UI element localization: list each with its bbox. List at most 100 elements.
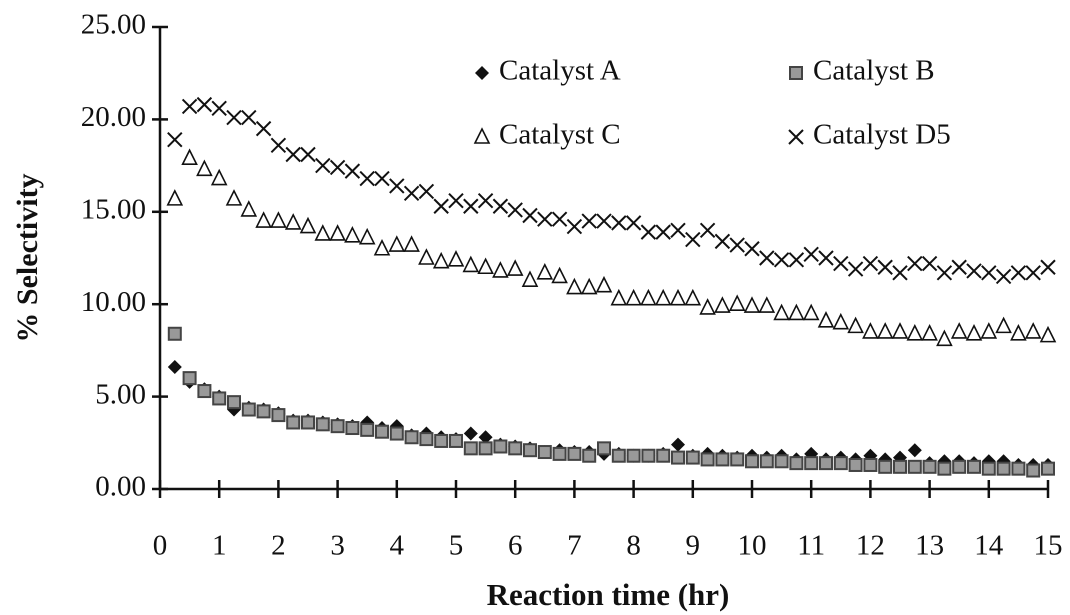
point	[240, 200, 258, 217]
legend-label: Catalyst C	[499, 119, 621, 151]
point	[196, 96, 213, 113]
x-tick-label: 12	[856, 530, 885, 562]
point	[1010, 323, 1027, 341]
point	[906, 323, 924, 341]
x-tick-label: 5	[449, 530, 464, 562]
point	[907, 459, 922, 474]
point	[360, 422, 375, 437]
x-tick-label: 15	[1034, 530, 1063, 562]
point	[921, 323, 938, 341]
legend-marker	[475, 66, 489, 80]
point	[863, 457, 878, 472]
point	[907, 443, 922, 458]
point	[580, 277, 598, 295]
point	[492, 261, 509, 278]
point	[759, 454, 774, 469]
point	[833, 255, 849, 272]
point	[329, 159, 346, 176]
point	[537, 211, 553, 227]
legend-label: Catalyst D5	[813, 119, 951, 151]
point	[403, 235, 420, 252]
point	[1024, 322, 1042, 339]
point	[506, 259, 524, 276]
point	[995, 316, 1012, 334]
point	[388, 235, 406, 252]
legend-label: Catalyst A	[499, 55, 621, 87]
point	[847, 261, 864, 277]
point	[669, 288, 687, 306]
x-tick-label: 7	[567, 530, 582, 562]
point	[315, 157, 331, 174]
point	[197, 384, 212, 399]
point	[1040, 259, 1056, 275]
point	[196, 159, 213, 177]
point	[596, 213, 612, 229]
point	[878, 459, 893, 474]
point	[329, 224, 346, 241]
legend-marker	[473, 127, 491, 144]
point	[374, 170, 390, 187]
point	[891, 322, 909, 339]
point	[729, 237, 745, 253]
point	[833, 456, 848, 471]
point	[730, 452, 745, 467]
point	[655, 224, 671, 240]
legend-label: Catalyst B	[813, 55, 935, 87]
point	[921, 255, 938, 272]
point	[743, 296, 761, 313]
point	[877, 259, 893, 275]
x-tick-label: 3	[330, 530, 345, 562]
point	[255, 120, 272, 137]
point	[685, 450, 700, 465]
x-tick-label: 11	[797, 530, 825, 562]
point	[299, 216, 317, 234]
point	[595, 275, 613, 293]
point	[404, 430, 419, 445]
point	[788, 303, 805, 321]
point	[671, 450, 685, 465]
point	[301, 415, 315, 430]
point	[892, 265, 908, 281]
point	[300, 146, 316, 163]
point	[477, 257, 494, 275]
point	[271, 408, 286, 423]
point	[536, 262, 554, 280]
x-tick-label: 9	[686, 530, 701, 562]
point	[344, 163, 361, 179]
point	[418, 183, 435, 200]
y-tick-label: 25.00	[81, 9, 146, 41]
point	[671, 437, 685, 452]
point	[788, 252, 805, 268]
x-tick-label: 6	[508, 530, 523, 562]
point	[996, 461, 1011, 476]
point	[952, 459, 967, 474]
point	[270, 211, 287, 228]
point	[463, 198, 479, 214]
x-tick-label: 4	[390, 530, 405, 562]
x-tick-label: 10	[738, 530, 767, 562]
point	[965, 323, 983, 341]
point	[611, 215, 627, 231]
point	[210, 168, 228, 186]
point	[907, 255, 923, 272]
point	[493, 439, 508, 454]
point	[448, 193, 464, 209]
point	[980, 322, 998, 339]
point	[166, 189, 184, 206]
point	[700, 452, 715, 467]
point	[832, 312, 850, 330]
point	[551, 266, 568, 284]
point	[966, 263, 982, 279]
point	[211, 100, 227, 117]
legend-marker	[788, 129, 804, 145]
point	[167, 132, 183, 148]
point	[375, 424, 389, 439]
y-tick-label: 20.00	[81, 101, 146, 133]
point	[1010, 265, 1027, 281]
point	[581, 213, 597, 229]
point	[656, 448, 671, 463]
point	[804, 456, 819, 471]
point	[225, 189, 243, 206]
point	[345, 421, 360, 436]
